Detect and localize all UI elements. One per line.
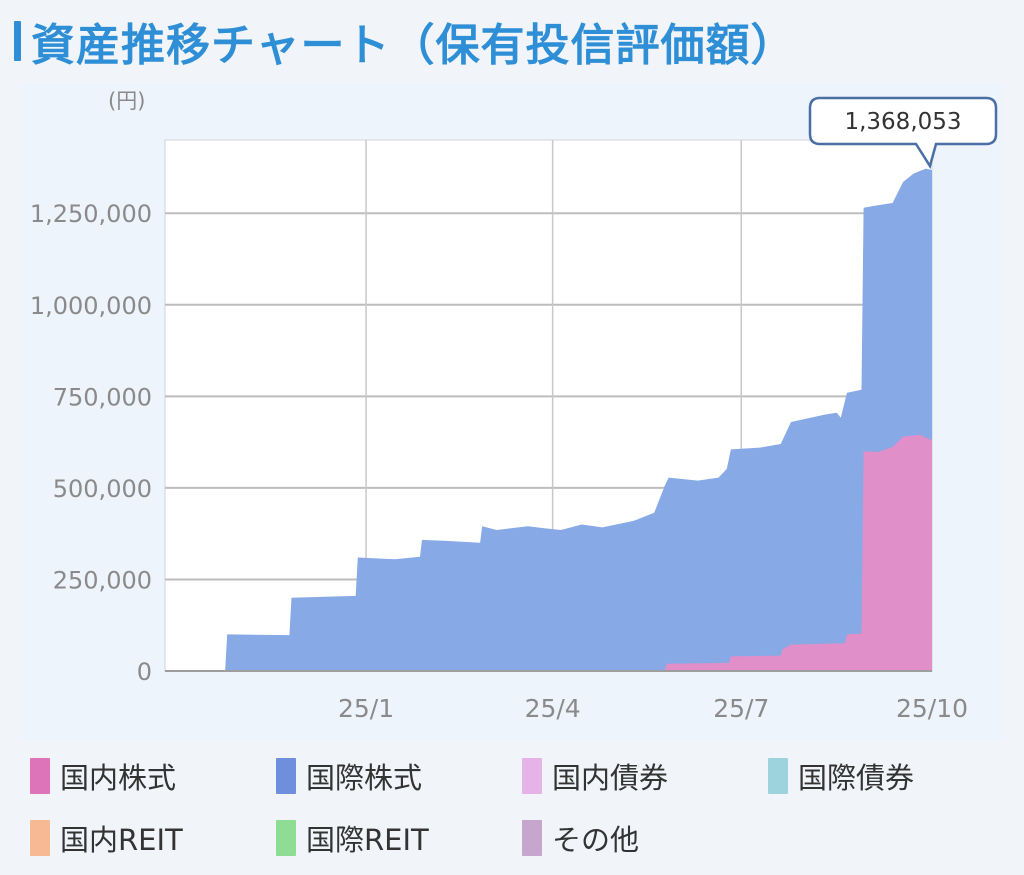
legend-label: 国内株式 xyxy=(60,761,177,795)
x-tick-label: 25/10 xyxy=(896,694,968,723)
legend-swatch xyxy=(30,758,50,794)
asset-chart: 0 250,000 500,000 750,000 1,000,000 1,250,000… xyxy=(30,89,998,723)
legend-item: 国内REIT xyxy=(30,810,183,866)
legend-label: その他 xyxy=(552,823,640,857)
chart-title: 資産推移チャート（保有投信評価額） xyxy=(14,12,796,71)
area-series-kokunai-kabushiki xyxy=(165,434,932,671)
y-tick-label: 0 xyxy=(137,658,152,686)
legend-item: 国内債券 xyxy=(522,748,668,804)
value-callout-label: 1,368,053 xyxy=(844,109,961,135)
legend-item: 国際株式 xyxy=(276,748,422,804)
legend-swatch xyxy=(522,758,542,794)
legend-swatch xyxy=(522,820,542,856)
legend-item: 国際REIT xyxy=(276,810,429,866)
legend-swatch xyxy=(30,820,50,856)
x-tick-label: 25/7 xyxy=(713,694,769,723)
y-unit-label: (円) xyxy=(108,89,145,113)
legend-label: 国内REIT xyxy=(60,823,183,857)
legend-item: その他 xyxy=(522,810,639,866)
title-accent-bar xyxy=(14,21,21,61)
area-series-kokusai-kabushiki xyxy=(165,168,932,671)
legend-swatch xyxy=(768,758,788,794)
y-tick-label: 750,000 xyxy=(53,383,152,411)
title-text: 資産推移チャート（保有投信評価額） xyxy=(31,20,796,71)
legend-label: 国際債券 xyxy=(798,761,915,795)
y-tick-label: 1,250,000 xyxy=(30,200,152,228)
value-callout-bubble xyxy=(808,96,998,170)
y-tick-label: 1,000,000 xyxy=(30,292,152,320)
x-tick-label: 25/4 xyxy=(525,694,581,723)
x-tick-label: 25/1 xyxy=(338,694,394,723)
legend-swatch xyxy=(276,758,296,794)
y-tick-label: 500,000 xyxy=(53,475,152,503)
legend-item: 国際債券 xyxy=(768,748,914,804)
legend-swatch xyxy=(276,820,296,856)
legend-label: 国際REIT xyxy=(306,823,429,857)
legend-label: 国内債券 xyxy=(552,761,669,795)
legend-label: 国際株式 xyxy=(306,761,423,795)
y-tick-label: 250,000 xyxy=(53,566,152,594)
legend-item: 国内株式 xyxy=(30,748,176,804)
